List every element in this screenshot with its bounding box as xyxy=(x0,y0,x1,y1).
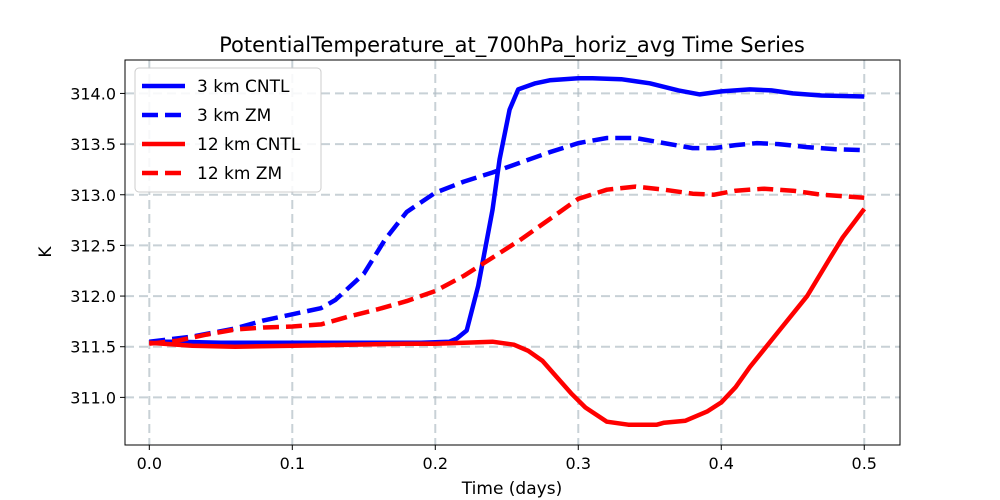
series-lines xyxy=(149,75,867,427)
y-tick-label: 313.5 xyxy=(70,135,116,154)
plot-frame xyxy=(124,59,901,446)
y-tick-label: 312.5 xyxy=(70,236,116,255)
y-axis-label: K xyxy=(36,246,56,258)
legend: 3 km CNTL 3 km ZM 12 km CNTL 12 km ZM xyxy=(134,67,322,193)
x-tick-label: 0.1 xyxy=(280,454,305,473)
x-tick-label: 0.4 xyxy=(709,454,734,473)
x-tick-label: 0.2 xyxy=(423,454,448,473)
y-tick-label: 311.0 xyxy=(70,388,116,407)
axis-ticks: 0.0 0.1 0.2 0.3 0.4 0.5 311.0 311.5 312.0 312.5 31… xyxy=(70,84,877,473)
x-tick-label: 0.5 xyxy=(852,454,877,473)
y-tick-label: 311.5 xyxy=(70,338,116,357)
legend-label-0: 3 km CNTL xyxy=(197,77,290,97)
series-line-2 xyxy=(149,207,867,427)
chart-title: PotentialTemperature_at_700hPa_horiz_avg… xyxy=(219,33,805,58)
x-tick-label: 0.0 xyxy=(137,454,162,473)
y-tick-label: 314.0 xyxy=(70,84,116,103)
legend-label-3: 12 km ZM xyxy=(197,164,282,184)
series-line-3 xyxy=(149,184,865,346)
y-tick-label: 313.0 xyxy=(70,186,116,205)
legend-label-1: 3 km ZM xyxy=(197,106,271,126)
y-tick-label: 312.0 xyxy=(70,287,116,306)
legend-label-2: 12 km CNTL xyxy=(197,135,301,155)
x-tick-label: 0.3 xyxy=(566,454,591,473)
legend-box xyxy=(134,67,322,193)
x-axis-label: Time (days) xyxy=(461,479,562,499)
